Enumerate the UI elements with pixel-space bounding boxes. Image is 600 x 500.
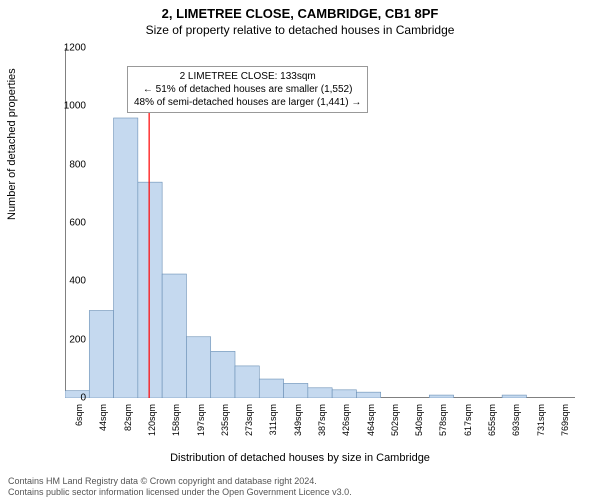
ytick-label: 800: [69, 159, 86, 170]
xtick-label: 235sqm: [220, 404, 230, 436]
annotation-box: 2 LIMETREE CLOSE: 133sqm ← 51% of detach…: [127, 66, 368, 113]
footer-attribution: Contains HM Land Registry data © Crown c…: [8, 476, 352, 498]
xtick-label: 44sqm: [98, 404, 108, 431]
chart-container: 2, LIMETREE CLOSE, CAMBRIDGE, CB1 8PF Si…: [0, 0, 600, 500]
xtick-label: 158sqm: [171, 404, 181, 436]
x-axis-label: Distribution of detached houses by size …: [0, 452, 600, 464]
ytick-label: 1200: [64, 43, 86, 54]
xtick-label: 540sqm: [414, 404, 424, 436]
xtick-label: 6sqm: [74, 404, 84, 426]
ytick-label: 600: [69, 218, 86, 229]
xtick-label: 120sqm: [147, 404, 157, 436]
xtick-label: 197sqm: [196, 404, 206, 436]
annotation-line3: 48% of semi-detached houses are larger (…: [134, 96, 361, 109]
ytick-label: 0: [80, 393, 86, 404]
annotation-line2: ← 51% of detached houses are smaller (1,…: [134, 83, 361, 96]
xtick-label: 502sqm: [390, 404, 400, 436]
xtick-label: 464sqm: [366, 404, 376, 436]
y-axis-label: Number of detached properties: [6, 68, 18, 220]
chart-title-main: 2, LIMETREE CLOSE, CAMBRIDGE, CB1 8PF: [0, 0, 600, 21]
xtick-label: 617sqm: [463, 404, 473, 436]
xtick-label: 387sqm: [317, 404, 327, 436]
footer-line1: Contains HM Land Registry data © Crown c…: [8, 476, 352, 487]
ytick-label: 1000: [64, 101, 86, 112]
xtick-label: 82sqm: [123, 404, 133, 431]
chart-title-sub: Size of property relative to detached ho…: [0, 21, 600, 41]
xtick-label: 731sqm: [536, 404, 546, 436]
xtick-label: 349sqm: [293, 404, 303, 436]
annotation-line1: 2 LIMETREE CLOSE: 133sqm: [134, 70, 361, 83]
xtick-label: 578sqm: [438, 404, 448, 436]
ytick-label: 200: [69, 334, 86, 345]
xtick-label: 693sqm: [511, 404, 521, 436]
xtick-label: 426sqm: [341, 404, 351, 436]
xtick-label: 273sqm: [244, 404, 254, 436]
chart-area: 2 LIMETREE CLOSE: 133sqm ← 51% of detach…: [65, 48, 575, 398]
xtick-label: 655sqm: [487, 404, 497, 436]
ytick-label: 400: [69, 276, 86, 287]
xtick-label: 311sqm: [268, 404, 278, 435]
xtick-label: 769sqm: [560, 404, 570, 436]
footer-line2: Contains public sector information licen…: [8, 487, 352, 498]
